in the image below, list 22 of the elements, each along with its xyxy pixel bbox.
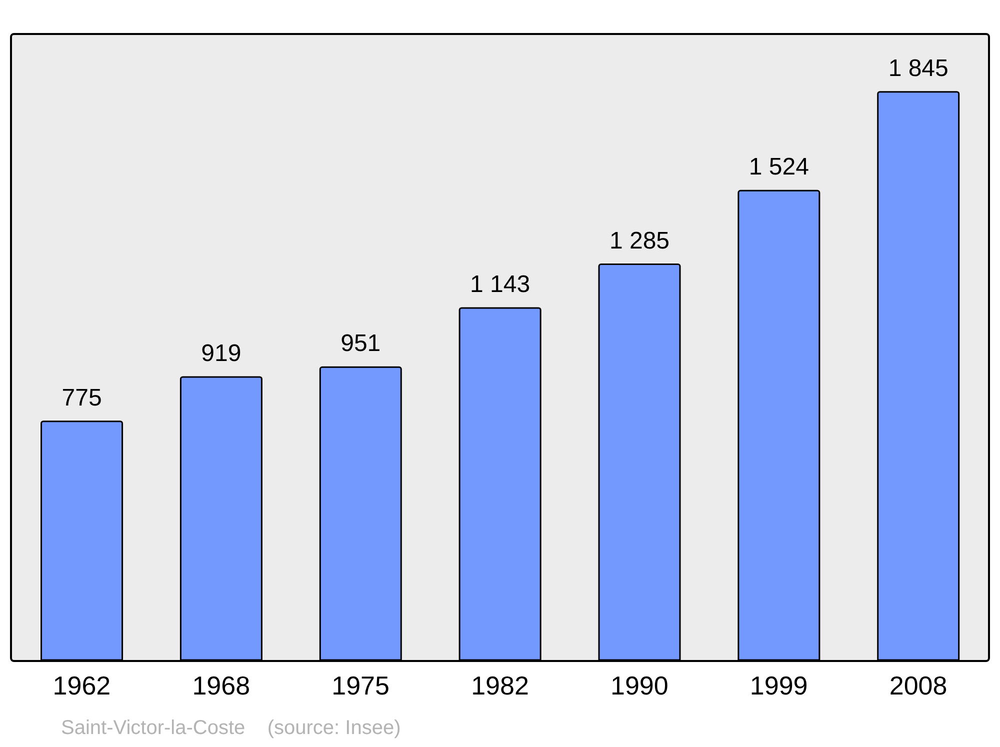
data-label: 775 (62, 384, 102, 412)
bar (180, 376, 262, 661)
x-tick-label: 1968 (192, 670, 250, 700)
bar (319, 366, 402, 661)
text: Saint-Victor-la-Coste (source: Insee) (61, 717, 401, 740)
data-label: 951 (340, 330, 381, 358)
bar (40, 420, 124, 661)
data-label: 1 143 (470, 271, 530, 298)
bar (877, 91, 960, 661)
bar (738, 190, 820, 661)
x-tick-label: 1982 (471, 670, 529, 700)
x-tick-label: 1975 (332, 670, 390, 700)
bar (458, 307, 542, 661)
x-tick-label: 2008 (889, 670, 948, 700)
x-tick-label: 1999 (750, 670, 808, 700)
data-label: 919 (201, 340, 242, 367)
data-label: 1 524 (748, 154, 809, 181)
x-tick-label: 1962 (52, 670, 111, 700)
bar (598, 264, 681, 661)
data-label: 1 285 (609, 227, 670, 254)
x-tick-label: 1990 (610, 670, 668, 700)
data-label: 1 845 (888, 54, 948, 82)
